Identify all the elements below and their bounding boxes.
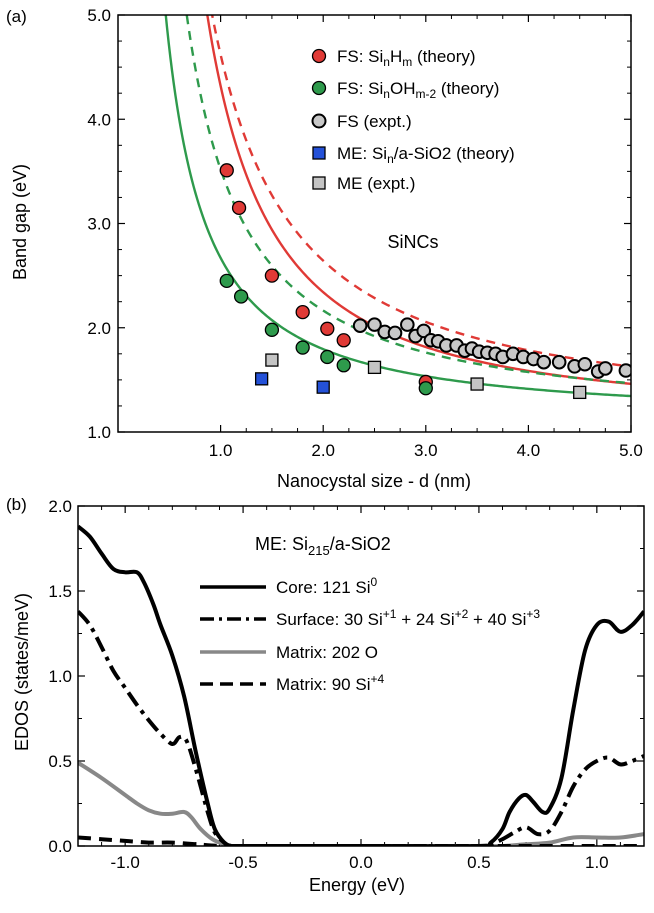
panel-b-x-tick-label: 1.0 bbox=[585, 853, 609, 872]
panel-b-annotation: ME: Si215/a-SiO2 bbox=[255, 534, 391, 558]
data-point-fs-sinhm-theory bbox=[336, 333, 351, 348]
legend-marker-me-expt bbox=[312, 176, 326, 190]
series-line-matrix-202-o bbox=[78, 761, 644, 846]
panel-b-legend: Core: 121 Si0 Surface: 30 Si+1 + 24 Si+2… bbox=[200, 575, 540, 694]
panel-b-x-tick-label: 0.5 bbox=[467, 853, 491, 872]
panel-b-x-axis-label: Energy (eV) bbox=[309, 875, 405, 895]
panel-b-y-tick-label: 1.5 bbox=[48, 582, 72, 601]
panel-b-label: (b) bbox=[6, 495, 27, 514]
data-point-fs-expt bbox=[551, 354, 567, 370]
panel-b-y-tick-label: 2.0 bbox=[48, 497, 72, 516]
data-point-fs-sinhm-theory bbox=[219, 163, 234, 178]
data-point-fs-sinohm-2-theory bbox=[219, 273, 234, 288]
data-point-fs-expt bbox=[367, 317, 382, 332]
panel-b-x-tick-label: -1.0 bbox=[111, 853, 140, 872]
legend-label-matrix-si: Matrix: 90 Si+4 bbox=[276, 672, 384, 694]
panel-a-y-tick-label: 5.0 bbox=[87, 6, 111, 25]
panel-b-y-axis-label: EDOS (states/meV) bbox=[12, 593, 32, 751]
series-me-sin-a-sio2-theory bbox=[254, 372, 330, 394]
data-point-fs-sinhm-theory bbox=[320, 321, 335, 336]
panel-a-legend: FS: SinHm (theory) FS: SinOHm-2 (theory)… bbox=[311, 47, 515, 193]
panel-b-x-tick-label: -0.5 bbox=[228, 853, 257, 872]
data-point-me-expt bbox=[470, 377, 484, 391]
panel-a-ticks: 1.0 2.0 3.0 4.0 5.0 1.0 2.0 3.0 4.0 5.0 bbox=[87, 6, 642, 460]
panel-a-x-tick-label: 3.0 bbox=[414, 441, 438, 460]
panel-a-chart: (a) Band gap (eV) Nanocystal size - d (n… bbox=[6, 6, 643, 491]
series-line-matrix-90-si-4 bbox=[78, 835, 644, 846]
data-point-fs-expt bbox=[400, 317, 415, 332]
data-point-fs-sinohm-2-theory bbox=[336, 358, 351, 373]
legend-label-matrix-o: Matrix: 202 O bbox=[276, 643, 378, 662]
panel-a-y-tick-label: 2.0 bbox=[87, 319, 111, 338]
legend-marker-fs-sinhm bbox=[311, 48, 327, 64]
panel-a-x-tick-label: 2.0 bbox=[311, 441, 335, 460]
data-point-fs-sinhm-theory bbox=[264, 268, 280, 283]
legend-marker-fs-sinohm bbox=[311, 80, 327, 96]
data-point-me-expt bbox=[573, 385, 587, 400]
data-point-fs-expt bbox=[536, 354, 552, 370]
panel-b-y-tick-label: 0.0 bbox=[48, 837, 72, 856]
legend-label-fs-sinhm: FS: SinHm (theory) bbox=[337, 47, 476, 69]
panel-b-plot-frame bbox=[77, 505, 645, 847]
data-point-fs-expt bbox=[352, 318, 368, 333]
legend-label-core: Core: 121 Si0 bbox=[276, 575, 378, 597]
panel-a-label: (a) bbox=[6, 7, 27, 26]
data-point-me-expt bbox=[265, 353, 279, 367]
series-fs-expt bbox=[352, 317, 631, 379]
data-point-fs-expt bbox=[577, 356, 593, 372]
data-point-me-expt bbox=[367, 360, 382, 375]
panel-a-y-tick-label: 3.0 bbox=[87, 215, 111, 234]
panel-a-y-tick-label: 1.0 bbox=[87, 423, 111, 442]
data-point-fs-sinohm-2-theory bbox=[418, 381, 433, 396]
panel-a-y-axis-label: Band gap (eV) bbox=[10, 164, 30, 280]
legend-label-fs-expt: FS (expt.) bbox=[337, 112, 412, 131]
data-point-fs-expt bbox=[598, 361, 613, 376]
panel-a-y-tick-label: 4.0 bbox=[87, 110, 111, 129]
panel-b-x-tick-label: 0.0 bbox=[349, 853, 373, 872]
legend-label-me-theory: ME: Sin/a-SiO2 (theory) bbox=[337, 144, 515, 166]
legend-label-fs-sinohm: FS: SinOHm-2 (theory) bbox=[337, 79, 499, 101]
data-point-fs-sinohm-2-theory bbox=[295, 340, 310, 355]
data-point-fs-expt bbox=[416, 323, 432, 339]
panel-a-x-tick-label: 1.0 bbox=[209, 441, 233, 460]
legend-label-me-expt: ME (expt.) bbox=[337, 174, 415, 193]
panel-b-y-tick-label: 0.5 bbox=[48, 752, 72, 771]
data-point-me-sin-a-sio2-theory bbox=[316, 380, 330, 394]
data-point-fs-sinohm-2-theory bbox=[264, 322, 280, 337]
panel-a-x-axis-label: Nanocystal size - d (nm) bbox=[277, 471, 471, 491]
legend-marker-me-theory bbox=[312, 146, 326, 160]
fit-curve-fs-sinohm-2-fit-extension bbox=[185, 15, 631, 385]
data-point-fs-sinhm-theory bbox=[231, 200, 247, 216]
panel-b-chart: (b) EDOS (states/meV) Energy (eV) ME: Si… bbox=[6, 495, 645, 895]
data-point-fs-sinhm-theory bbox=[295, 304, 310, 320]
panel-b-y-tick-label: 1.0 bbox=[48, 667, 72, 686]
panel-a-annotation-sincs: SiNCs bbox=[387, 232, 438, 252]
panel-a-x-tick-label: 4.0 bbox=[517, 441, 541, 460]
panel-a-data-points bbox=[219, 163, 631, 400]
panel-a-plot-frame bbox=[117, 14, 632, 433]
series-fs-sinohm-2-theory bbox=[219, 273, 433, 396]
panel-a-x-tick-label: 5.0 bbox=[619, 441, 643, 460]
data-point-fs-sinohm-2-theory bbox=[233, 289, 249, 304]
series-line-core-121-si0 bbox=[78, 524, 644, 846]
data-point-me-sin-a-sio2-theory bbox=[254, 372, 269, 386]
data-point-fs-sinohm-2-theory bbox=[320, 349, 335, 365]
data-point-fs-expt bbox=[618, 363, 631, 378]
series-me-expt bbox=[265, 353, 587, 400]
legend-label-surface: Surface: 30 Si+1 + 24 Si+2 + 40 Si+3 bbox=[276, 607, 540, 629]
legend-marker-fs-expt bbox=[311, 113, 327, 129]
data-point-fs-expt bbox=[387, 325, 403, 341]
